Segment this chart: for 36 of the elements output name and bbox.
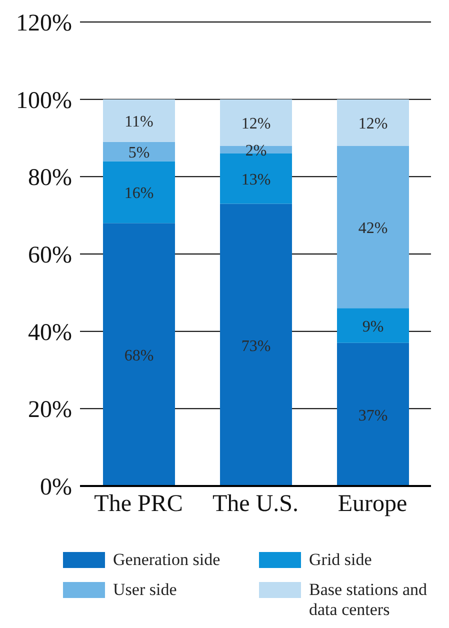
data-label: 42% xyxy=(358,220,388,237)
data-label: 12% xyxy=(358,116,388,133)
x-tick-label: The U.S. xyxy=(212,491,298,518)
y-tick-label: 100% xyxy=(16,88,72,114)
bar xyxy=(103,142,175,162)
bar xyxy=(103,223,175,486)
y-tick-label: 80% xyxy=(28,165,72,192)
bar xyxy=(337,308,409,343)
bar xyxy=(103,161,175,224)
y-tick-label: 120% xyxy=(16,10,72,37)
bar xyxy=(220,99,292,146)
data-label: 9% xyxy=(362,318,384,336)
legend-label: Generation side xyxy=(113,550,220,570)
data-label: 2% xyxy=(245,142,267,160)
x-tick-label: Europe xyxy=(338,491,408,518)
legend-label: User side xyxy=(113,580,177,600)
data-label: 16% xyxy=(124,185,154,202)
bar xyxy=(337,99,409,146)
legend-label: Grid side xyxy=(309,550,372,570)
data-label: 73% xyxy=(241,338,271,355)
bar xyxy=(337,146,409,308)
legend-label: Base stations and data centers xyxy=(309,580,428,620)
data-label: 5% xyxy=(128,144,150,162)
y-tick-label: 60% xyxy=(28,242,72,269)
data-label: 13% xyxy=(241,172,271,189)
data-label: 12% xyxy=(241,116,271,133)
bar xyxy=(103,99,175,142)
x-tick-label: The PRC xyxy=(94,491,183,518)
bar xyxy=(220,204,292,486)
data-label: 11% xyxy=(124,114,154,131)
y-tick-label: 40% xyxy=(28,320,72,346)
y-tick-label: 0% xyxy=(40,474,72,501)
bar xyxy=(337,342,409,486)
data-label: 68% xyxy=(124,348,154,365)
data-label: 37% xyxy=(358,407,388,424)
y-tick-label: 20% xyxy=(28,397,72,424)
